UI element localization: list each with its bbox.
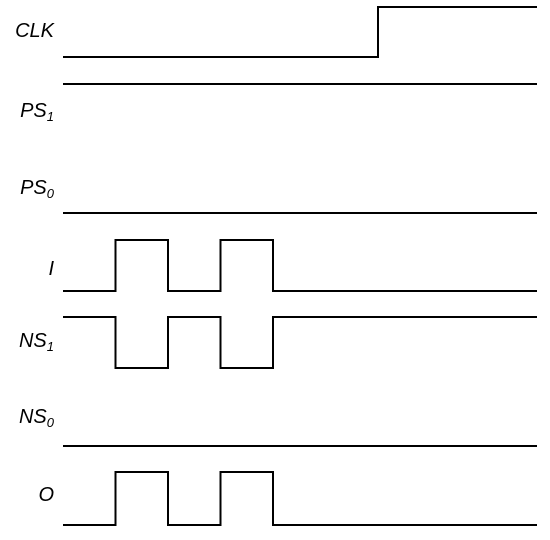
- waveform-ns1: [63, 316, 537, 369]
- signal-label-o: O: [38, 484, 54, 506]
- signal-label-clk: CLK: [15, 20, 54, 42]
- signal-label-ps0: PS0: [20, 177, 54, 201]
- signal-label-ps1: PS1: [20, 100, 54, 124]
- signal-label-i: I: [48, 258, 54, 280]
- waveform-i: [63, 239, 537, 292]
- signal-label-ns0: NS0: [18, 406, 54, 430]
- signal-label-ns1: NS1: [18, 330, 54, 354]
- waveform-o: [63, 471, 537, 526]
- waveform-clk: [63, 6, 537, 58]
